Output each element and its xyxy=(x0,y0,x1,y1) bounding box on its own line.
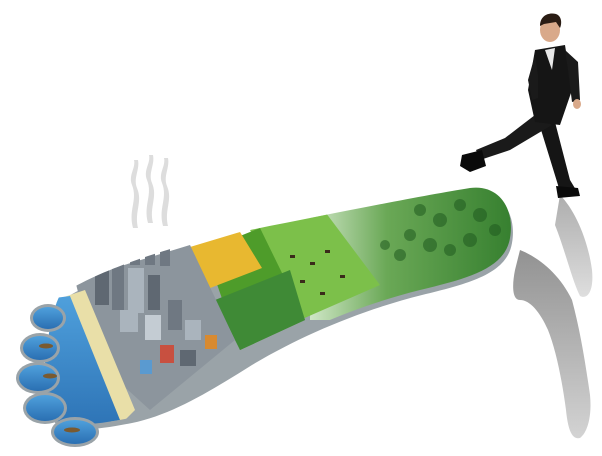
businessman xyxy=(460,13,581,198)
livestock xyxy=(290,250,345,295)
crop-field-dark xyxy=(215,270,305,350)
smoke xyxy=(130,155,170,228)
city-buildings xyxy=(95,260,217,374)
toes xyxy=(16,304,99,447)
boats xyxy=(39,343,80,433)
man-shadow xyxy=(513,195,593,439)
factory xyxy=(130,223,170,266)
forest-trees xyxy=(380,199,501,261)
